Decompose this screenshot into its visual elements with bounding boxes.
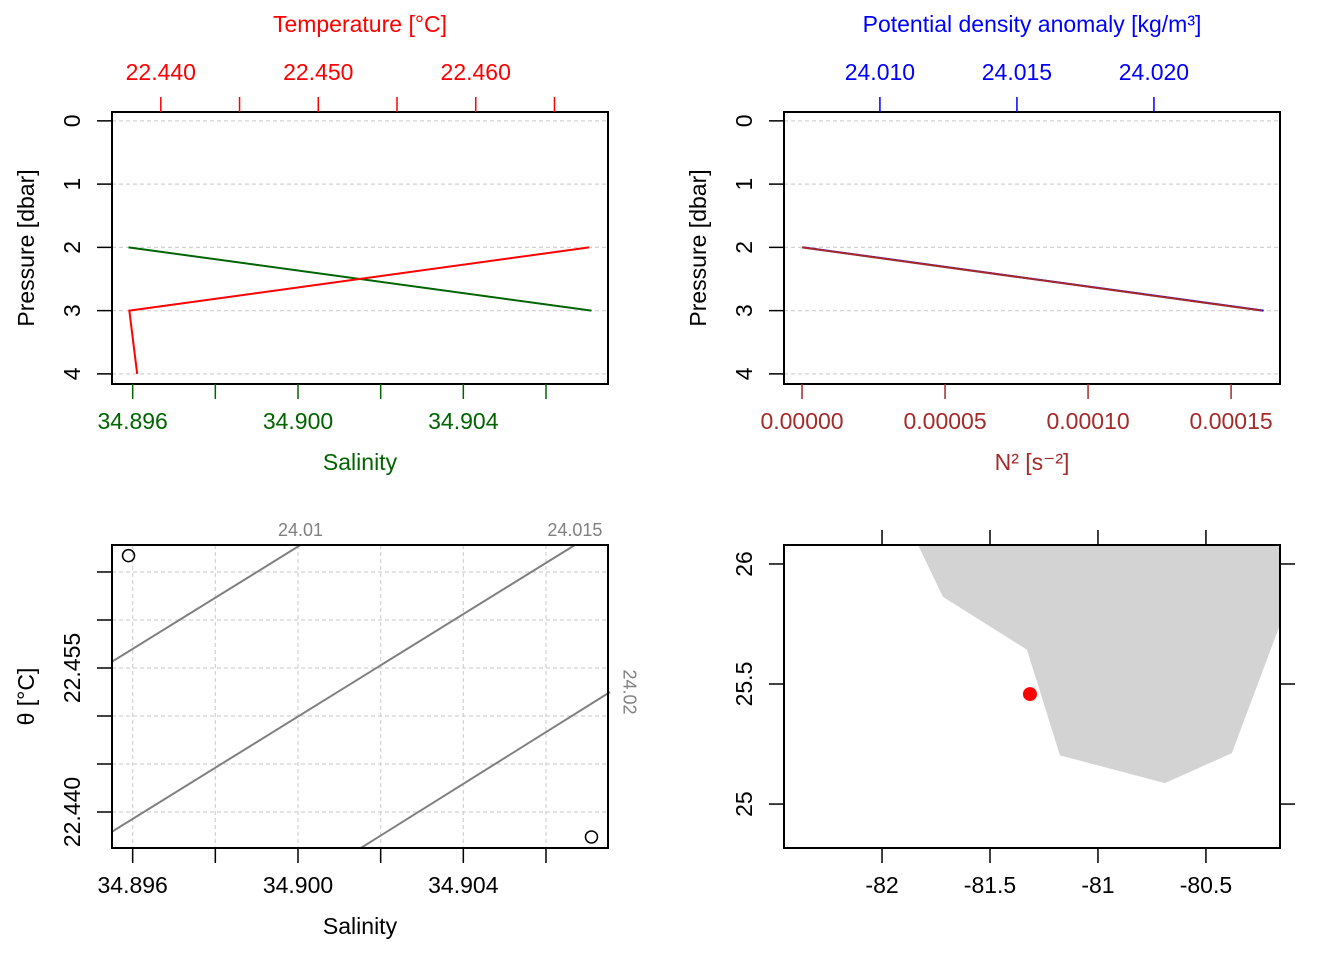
y-tick-label: 25.5 [731, 662, 757, 707]
profile-line [128, 246, 590, 375]
x-tick-label: 34.904 [428, 872, 499, 898]
y-tick-label: 4 [731, 367, 757, 380]
y-tick-label: 0 [59, 114, 85, 127]
x-tick-label: 34.896 [97, 872, 167, 898]
x-tick-label: 34.904 [428, 408, 499, 434]
y-tick-label: 4 [59, 367, 85, 380]
y-tick-label: 0 [731, 114, 757, 127]
contour-label: 24.02 [619, 669, 639, 714]
land [918, 545, 1280, 784]
x-tick-label: 0.00000 [760, 408, 843, 434]
x-tick-label: 22.450 [283, 59, 353, 85]
y-tick-label: 1 [59, 178, 85, 191]
isopycnal [360, 691, 611, 849]
y-tick-label: 3 [59, 304, 85, 317]
y-axis-title: Pressure [dbar] [13, 169, 39, 326]
y-tick-label: 3 [731, 304, 757, 317]
y-tick-label: 25 [731, 791, 757, 817]
x-tick-label: 34.896 [97, 408, 167, 434]
x-tick-label: 22.460 [441, 59, 511, 85]
y-tick-label: 22.455 [59, 633, 85, 703]
x2-axis-title: Potential density anomaly [kg/m³] [863, 11, 1202, 37]
x-tick-label: -81 [1081, 872, 1114, 898]
x2-axis-title: Temperature [°C] [273, 11, 447, 37]
x-tick-label: 22.440 [126, 59, 196, 85]
x-tick-label: 34.900 [263, 872, 333, 898]
ts-point [584, 830, 599, 844]
x-tick-label: 0.00015 [1190, 408, 1273, 434]
plot-frame [783, 111, 1281, 385]
isopycnal [111, 544, 302, 663]
y-tick-label: 26 [731, 551, 757, 577]
plot-frame [783, 544, 1281, 849]
x-tick-label: 24.010 [845, 59, 915, 85]
contour-label: 24.01 [278, 520, 323, 540]
y-axis-title: θ [°C] [13, 668, 39, 726]
x-tick-label: -81.5 [964, 872, 1016, 898]
contour-label: 24.015 [547, 520, 602, 540]
station [1022, 687, 1037, 702]
profile-line [801, 246, 1263, 312]
ts-point [121, 548, 136, 563]
x-axis-title: N² [s⁻²] [995, 449, 1070, 475]
x-tick-label: 24.020 [1119, 59, 1189, 85]
y-tick-label: 1 [731, 178, 757, 191]
y-axis-title: Pressure [dbar] [685, 169, 711, 326]
x-tick-label: 24.015 [982, 59, 1052, 85]
y-tick-label: 22.440 [59, 777, 85, 847]
y-tick-label: 2 [731, 241, 757, 254]
x-tick-label: 0.00010 [1046, 408, 1129, 434]
x-axis-title: Salinity [323, 913, 398, 939]
isopycnal [111, 544, 576, 833]
x-tick-label: 0.00005 [903, 408, 986, 434]
y-tick-label: 2 [59, 241, 85, 254]
plot-frame [111, 544, 609, 849]
plot-frame [111, 111, 609, 385]
x-tick-label: -82 [865, 872, 898, 898]
x-axis-title: Salinity [323, 449, 398, 475]
x-tick-label: 34.900 [263, 408, 333, 434]
x-tick-label: -80.5 [1180, 872, 1232, 898]
